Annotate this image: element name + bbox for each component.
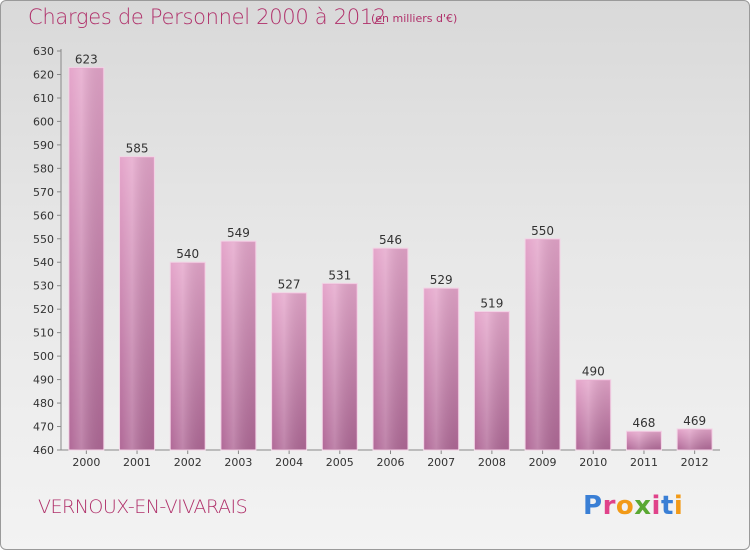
logo-letter: x	[634, 491, 652, 521]
x-tick-label: 2012	[681, 456, 709, 469]
x-tick-label: 2001	[123, 456, 151, 469]
y-tick-label: 550	[33, 233, 54, 246]
x-tick-label: 2009	[529, 456, 557, 469]
commune-name: VERNOUX-EN-VIVARAIS	[38, 496, 248, 518]
data-label: 468	[633, 416, 656, 430]
bar-shine	[424, 289, 458, 449]
bar-shine	[576, 380, 610, 449]
y-tick-label: 490	[33, 374, 54, 387]
x-tick-label: 2008	[478, 456, 506, 469]
data-label: 623	[75, 52, 98, 66]
x-axis: 2000 2001 2002 2003 2004 2005 2006 2007 2008 2009…	[61, 449, 720, 469]
data-label: 546	[379, 233, 402, 247]
bar-shine	[374, 249, 407, 449]
y-tick-label: 510	[33, 327, 54, 340]
data-labels: 623 585 540 549 527 531 546 529 519 550 490 468 469	[75, 52, 706, 430]
bar-shine	[323, 284, 357, 449]
bar-shine	[526, 239, 560, 449]
x-tick-label: 2003	[224, 456, 252, 469]
x-tick-label: 2006	[377, 456, 405, 469]
y-axis: 460 470 480 490 500 510 520 530 540 550 560 570 580 5…	[33, 45, 62, 457]
y-tick-label: 530	[33, 280, 54, 293]
data-label: 469	[683, 414, 706, 428]
bars	[68, 66, 713, 451]
data-label: 549	[227, 226, 250, 240]
y-tick-label: 460	[33, 444, 54, 457]
data-label: 540	[176, 247, 199, 261]
logo-letter: r	[602, 491, 616, 521]
x-tick-label: 2004	[275, 456, 303, 469]
bar-shine	[221, 242, 255, 449]
x-tick-label: 2010	[579, 456, 607, 469]
bar-shine	[69, 68, 103, 449]
logo-letter: P	[583, 491, 603, 521]
x-tick-label: 2011	[630, 456, 658, 469]
y-tick-label: 500	[33, 350, 54, 363]
y-tick-label: 580	[33, 162, 54, 175]
y-tick-label: 630	[33, 45, 54, 58]
logo-letter: i	[673, 491, 684, 521]
x-tick-label: 2002	[174, 456, 202, 469]
y-tick-label: 590	[33, 139, 54, 152]
data-label: 519	[480, 297, 503, 311]
y-tick-label: 620	[33, 68, 54, 81]
y-tick-label: 540	[33, 256, 54, 269]
logo-letter: i	[651, 491, 661, 521]
y-tick-label: 600	[33, 115, 54, 128]
data-label: 585	[126, 142, 149, 156]
y-tick-label: 470	[33, 421, 54, 434]
proxiti-logo[interactable]: Proxiti	[583, 491, 683, 521]
data-label: 527	[278, 278, 301, 292]
x-tick-label: 2007	[427, 456, 455, 469]
bar-shine	[272, 293, 306, 449]
data-label: 531	[328, 268, 351, 282]
bar-shine	[678, 429, 712, 449]
data-label: 490	[582, 365, 605, 379]
y-tick-label: 520	[33, 303, 54, 316]
chart-title: Charges de Personnel 2000 à 2012	[28, 5, 386, 29]
logo-letter: o	[615, 491, 635, 521]
y-tick-label: 610	[33, 92, 54, 105]
y-tick-label: 560	[33, 209, 54, 222]
data-label: 550	[531, 224, 554, 238]
x-tick-label: 2005	[326, 456, 354, 469]
bar-shine	[475, 312, 509, 449]
bar-shine	[627, 432, 661, 449]
y-tick-label: 480	[33, 397, 54, 410]
bar-shine	[120, 157, 154, 449]
x-tick-label: 2000	[72, 456, 100, 469]
logo-letter: t	[660, 491, 674, 521]
bar-shine	[171, 263, 205, 449]
chart-subtitle: (en milliers d'€)	[371, 12, 458, 25]
data-label: 529	[430, 273, 453, 287]
y-tick-label: 570	[33, 186, 54, 199]
